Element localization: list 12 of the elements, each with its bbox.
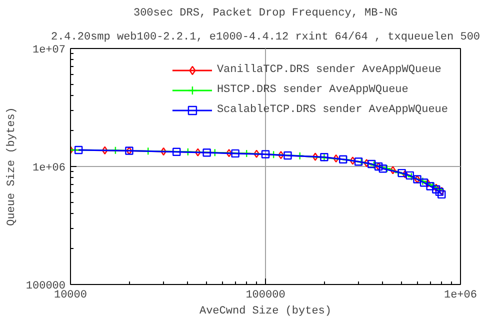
x-axis-title: AveCwnd Size (bytes) xyxy=(199,306,332,318)
legend-label: HSTCP.DRS sender AveAppWQueue xyxy=(216,84,408,96)
chart-subtitle: 2.4.20smp web100-2.2.1, e1000-4.4.12 rxint 64/64 , txqueuelen 500 xyxy=(50,32,480,44)
x-tick-label: 1e+06 xyxy=(444,290,478,302)
y-tick-label: 1e+06 xyxy=(32,162,66,174)
x-tick-label: 10000 xyxy=(54,290,88,302)
x-tick-label: 100000 xyxy=(246,290,286,302)
legend-label: ScalableTCP.DRS sender AveAppWQueue xyxy=(216,104,448,116)
y-axis-title: Queue Size (bytes) xyxy=(6,107,18,226)
y-tick-label: 1e+07 xyxy=(32,44,66,56)
chart-title: 300sec DRS, Packet Drop Frequency, MB-NG xyxy=(133,8,398,20)
legend-label: VanillaTCP.DRS sender AveAppWQueue xyxy=(216,64,442,76)
